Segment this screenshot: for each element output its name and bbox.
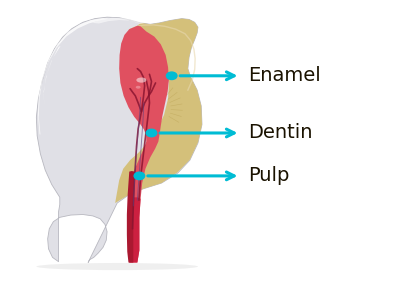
Text: Dentin: Dentin — [248, 124, 312, 142]
Circle shape — [146, 129, 157, 137]
Polygon shape — [115, 19, 202, 203]
Polygon shape — [38, 18, 109, 134]
Circle shape — [134, 172, 145, 180]
Polygon shape — [44, 46, 61, 109]
Polygon shape — [36, 17, 202, 263]
Circle shape — [166, 72, 177, 80]
Polygon shape — [128, 197, 141, 263]
Polygon shape — [92, 18, 145, 24]
Ellipse shape — [136, 86, 141, 89]
Polygon shape — [127, 171, 135, 263]
Polygon shape — [119, 26, 169, 263]
Text: Pulp: Pulp — [248, 166, 289, 185]
Text: Enamel: Enamel — [248, 66, 320, 85]
Ellipse shape — [136, 78, 146, 83]
Ellipse shape — [36, 263, 198, 270]
